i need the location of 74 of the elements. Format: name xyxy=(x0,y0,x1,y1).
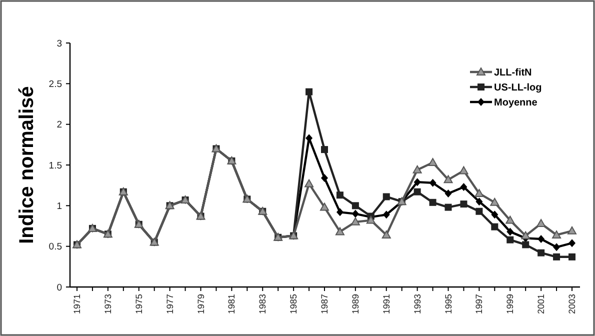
x-tick-label: 1997 xyxy=(474,294,484,314)
point xyxy=(412,165,422,174)
point xyxy=(552,230,562,238)
point xyxy=(428,158,438,166)
legend-label: US-LL-log xyxy=(494,82,542,94)
y-tick-label: 2.5 xyxy=(48,78,62,90)
point xyxy=(474,188,484,197)
point xyxy=(429,198,436,206)
point xyxy=(460,182,468,191)
point xyxy=(382,230,391,238)
x-tick-label: 1995 xyxy=(443,294,454,314)
point xyxy=(414,178,421,186)
x-tick-label: 1999 xyxy=(505,294,516,314)
point xyxy=(444,189,452,198)
point xyxy=(382,210,390,219)
x-tick-label: 1977 xyxy=(164,294,175,314)
point xyxy=(491,210,498,219)
point xyxy=(476,208,483,215)
point xyxy=(538,235,545,244)
legend-label: Moyenne xyxy=(494,98,538,108)
x-tick-label: 1989 xyxy=(350,294,360,314)
x-tick-label: 1985 xyxy=(288,294,299,314)
x-tick-label: 1987 xyxy=(320,294,330,314)
x-tick-label: 1993 xyxy=(412,294,422,314)
point xyxy=(476,198,483,206)
x-tick-label: 2001 xyxy=(536,294,546,314)
point xyxy=(352,202,359,210)
point xyxy=(553,253,560,260)
point xyxy=(321,174,328,182)
point xyxy=(336,208,344,216)
point xyxy=(366,216,376,224)
y-tick-label: 3 xyxy=(56,38,62,50)
point xyxy=(304,179,314,188)
point xyxy=(536,219,546,228)
x-tick-label: 1981 xyxy=(226,294,237,314)
point xyxy=(306,88,313,96)
x-tick-label: 1975 xyxy=(134,294,144,314)
point xyxy=(414,188,421,196)
point xyxy=(568,253,576,260)
point xyxy=(491,223,498,230)
point xyxy=(460,200,468,208)
point xyxy=(538,249,545,256)
point xyxy=(553,243,560,252)
point xyxy=(320,202,329,211)
point xyxy=(336,192,344,199)
point xyxy=(506,216,515,224)
point xyxy=(490,198,500,206)
x-tick-label: 1973 xyxy=(102,294,113,314)
point xyxy=(568,239,576,248)
x-tick-label: 1991 xyxy=(381,294,392,314)
point xyxy=(444,175,453,184)
y-tick-label: 1 xyxy=(56,200,62,212)
point xyxy=(352,210,359,218)
x-tick-label: 1971 xyxy=(72,294,82,314)
y-axis-title: Indice normalisé xyxy=(16,86,38,244)
point xyxy=(522,241,530,248)
x-tick-label: 2003 xyxy=(567,294,577,314)
x-tick-label: 1983 xyxy=(258,294,268,314)
y-tick-label: 2 xyxy=(56,120,62,131)
point xyxy=(521,231,530,240)
y-tick-label: 0.5 xyxy=(48,242,62,253)
legend-label: JLL-fitN xyxy=(494,68,532,78)
point xyxy=(429,178,436,187)
x-tick-label: 1979 xyxy=(196,294,206,314)
y-tick-label: 1.5 xyxy=(48,160,62,172)
point xyxy=(459,166,468,174)
point xyxy=(506,236,514,244)
point xyxy=(382,193,390,200)
point xyxy=(568,226,576,234)
point xyxy=(321,146,328,154)
point xyxy=(444,204,452,211)
point xyxy=(506,228,514,236)
y-tick-label: 0 xyxy=(56,282,62,294)
point xyxy=(335,227,344,236)
